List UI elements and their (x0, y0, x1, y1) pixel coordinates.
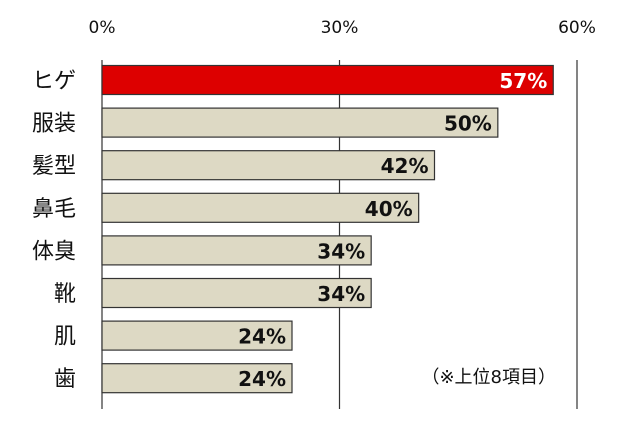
x-axis-ticks: 0% 30% 60% (89, 18, 596, 38)
category-label: 歯 (54, 367, 76, 392)
x-tick-label: 0% (89, 18, 116, 38)
value-label: 50% (444, 112, 492, 136)
bar-6 (101, 320, 293, 351)
bar-7 (101, 363, 293, 394)
bar-1 (101, 107, 499, 138)
value-label: 24% (238, 367, 286, 391)
bar-2 (101, 150, 436, 181)
value-label: 34% (317, 239, 365, 263)
category-label: 服装 (32, 112, 76, 137)
x-tick-label: 60% (558, 18, 596, 38)
category-label: ヒゲ (32, 69, 76, 94)
value-label: 57% (499, 69, 547, 93)
value-label: 40% (365, 197, 413, 221)
bar-0 (101, 64, 554, 96)
category-label: 靴 (54, 282, 76, 307)
bars (101, 64, 554, 394)
value-label: 42% (381, 154, 429, 178)
bar-5 (101, 277, 372, 309)
x-tick-label: 30% (321, 18, 359, 38)
bar-3 (101, 192, 420, 223)
value-label: 24% (238, 325, 286, 349)
category-label: 鼻毛 (32, 197, 76, 222)
value-labels: 57%50%42%40%34%34%24%24% (238, 69, 547, 391)
bar-4 (101, 235, 372, 266)
category-label: 肌 (54, 325, 76, 350)
category-label: 体臭 (32, 239, 76, 264)
value-label: 34% (317, 282, 365, 306)
category-label: 髪型 (32, 154, 76, 179)
chart-annotation: （※上位8項目） (421, 367, 556, 388)
